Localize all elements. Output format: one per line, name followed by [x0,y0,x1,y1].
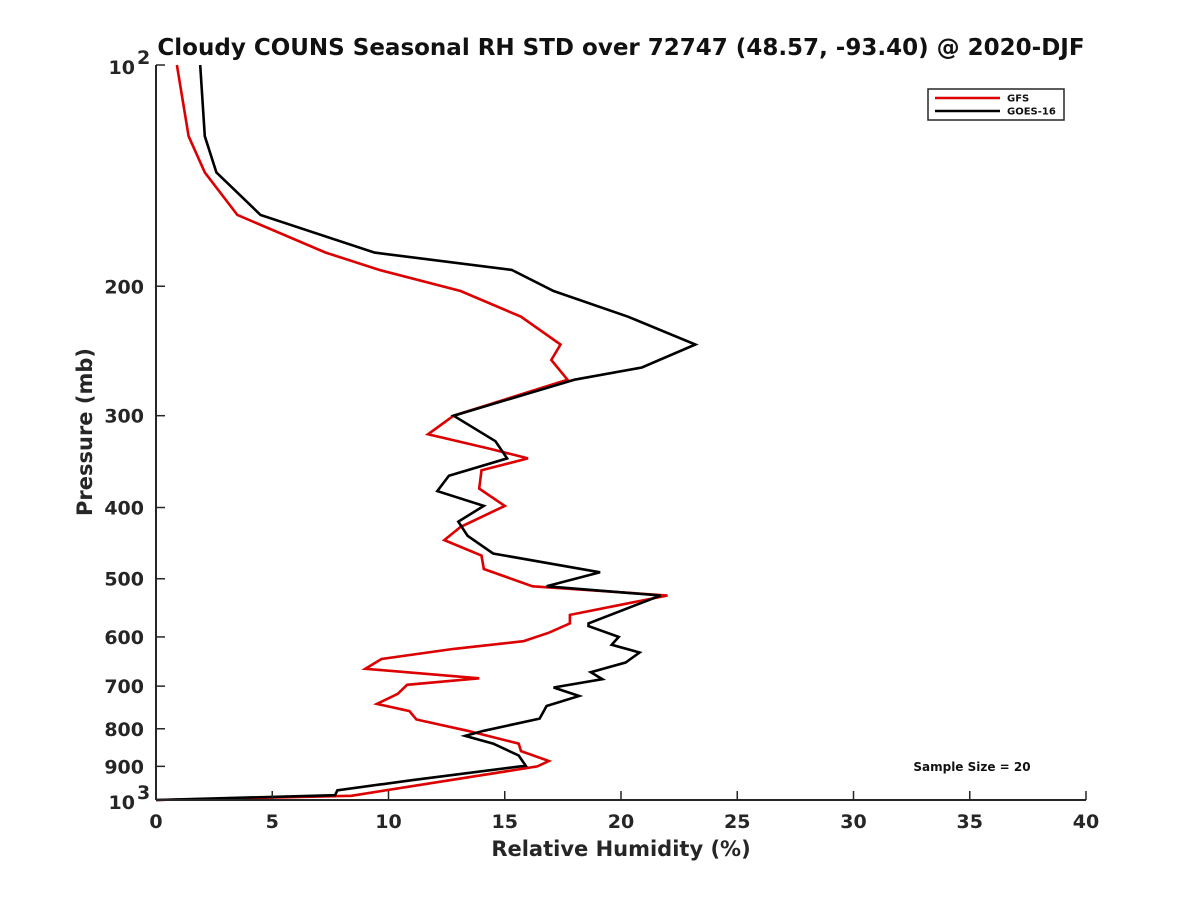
y-tick-label: 400 [104,498,144,520]
y-tick-label: 10 [109,57,135,79]
x-tick-label: 15 [492,811,518,833]
x-ticks: 0 5 10 15 20 25 30 35 40 [149,791,1099,833]
y-axis-label: Pressure (mb) [73,348,97,516]
x-tick-label: 10 [375,811,401,833]
y-tick-label: 10 [109,792,135,814]
x-tick-label: 35 [957,811,983,833]
legend-label: GOES-16 [1007,107,1056,118]
x-tick-label: 20 [608,811,634,833]
series-line-gfs [155,64,668,802]
legend-box [927,88,1065,121]
x-tick-label: 5 [266,811,279,833]
y-tick-label-exponent: 2 [137,47,150,69]
chart-title: Cloudy COUNS Seasonal RH STD over 72747 … [157,35,1084,61]
y-tick-label: 700 [104,676,144,698]
series-line-goes-16 [155,64,699,802]
legend: GFS GOES-16 [927,88,1065,121]
y-tick-label: 600 [104,627,144,649]
x-tick-label: 40 [1073,811,1099,833]
x-tick-label: 0 [149,811,162,833]
x-tick-label: 30 [840,811,866,833]
legend-label: GFS [1007,94,1029,105]
y-tick-label: 500 [104,569,144,591]
y-tick-label: 300 [104,406,144,428]
x-tick-label: 25 [724,811,750,833]
y-tick-label-exponent: 3 [137,782,150,804]
legend-entries: GFS GOES-16 [935,94,1056,118]
y-tick-label: 900 [104,756,144,778]
y-tick-label: 200 [104,276,144,298]
x-axis-label: Relative Humidity (%) [491,837,750,861]
y-tick-label: 800 [104,719,144,741]
series-layer [155,64,699,802]
sample-size-annotation: Sample Size = 20 [913,760,1030,774]
